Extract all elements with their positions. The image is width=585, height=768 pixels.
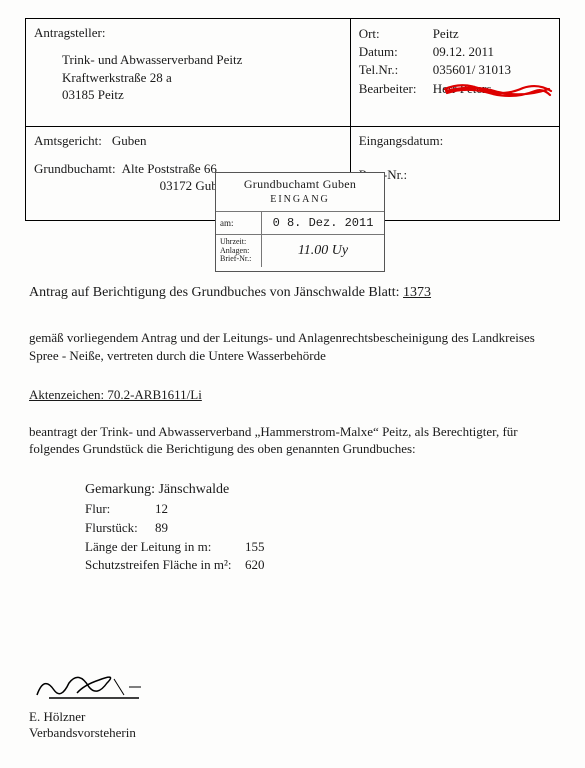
aktenzeichen: Aktenzeichen: 70.2-ARB1611/Li	[29, 387, 556, 403]
stamp-subtitle: EINGANG	[216, 192, 384, 205]
datum-label: Datum:	[359, 43, 429, 61]
applicant-line2: Kraftwerkstraße 28 a	[62, 69, 342, 87]
stamp-am-label: am:	[216, 212, 262, 234]
blatt-number: 1373	[403, 285, 431, 300]
schutz-value: 620	[245, 556, 265, 575]
tel-value: 035601/ 31013	[433, 61, 511, 79]
stamp-signature: 11.00 Uy	[262, 243, 384, 259]
signatory-name: E. Hölzner	[29, 709, 556, 725]
paragraph-2: beantragt der Trink- und Abwasserverband…	[29, 423, 556, 458]
tel-label: Tel.Nr.:	[359, 61, 429, 79]
flur-label: Flur:	[85, 500, 155, 519]
signatory-role: Verbandsvorsteherin	[29, 725, 556, 741]
paragraph-1: gemäß vorliegendem Antrag und der Leitun…	[29, 329, 556, 364]
signature-block: E. Hölzner Verbandsvorsteherin	[29, 665, 556, 741]
applicant-label: Antragsteller:	[34, 25, 105, 41]
grundbuchamt-line1: Alte Poststraße 66	[122, 161, 230, 178]
redaction-scribble	[443, 83, 553, 99]
gemarkung-value: Jänschwalde	[158, 482, 229, 497]
receipt-stamp: Grundbuchamt Guben EINGANG am: 0 8. Dez.…	[215, 172, 385, 272]
property-block: Gemarkung: Jänschwalde Flur:12 Flurstück…	[85, 480, 556, 576]
amtsgericht-value: Guben	[112, 133, 147, 149]
ort-value: Peitz	[433, 25, 459, 43]
grundbuchamt-label: Grundbuchamt:	[34, 161, 116, 195]
eingangsdatum-label: Eingangsdatum:	[359, 133, 551, 149]
flurstueck-label: Flurstück:	[85, 519, 155, 538]
signature-icon	[29, 665, 149, 705]
laenge-label: Länge der Leitung in m:	[85, 538, 245, 557]
applicant-line3: 03185 Peitz	[62, 86, 342, 104]
applicant-cell: Antragsteller: Trink- und Abwasserverban…	[26, 19, 351, 126]
stamp-title: Grundbuchamt Guben	[216, 173, 384, 192]
gemarkung-label: Gemarkung:	[85, 482, 155, 497]
stamp-side-labels: Uhrzeit: Anlagen: Brief-Nr.:	[216, 235, 262, 267]
document-title: Antrag auf Berichtigung des Grundbuches …	[29, 285, 556, 301]
applicant-line1: Trink- und Abwasserverband Peitz	[62, 51, 342, 69]
bearbeiter-label: Bearbeiter:	[359, 80, 429, 98]
amtsgericht-label: Amtsgericht:	[34, 133, 102, 149]
flur-value: 12	[155, 500, 168, 519]
schutz-label: Schutzstreifen Fläche in m²:	[85, 556, 245, 575]
laenge-value: 155	[245, 538, 265, 557]
ort-label: Ort:	[359, 25, 429, 43]
document-body: Antrag auf Berichtigung des Grundbuches …	[25, 285, 560, 741]
meta-cell: Ort:Peitz Datum:09.12. 2011 Tel.Nr.:0356…	[351, 19, 559, 126]
flurstueck-value: 89	[155, 519, 168, 538]
regnr-label: Reg.-Nr.:	[359, 167, 551, 183]
stamp-am-value: 0 8. Dez. 2011	[262, 216, 384, 230]
datum-value: 09.12. 2011	[433, 43, 494, 61]
